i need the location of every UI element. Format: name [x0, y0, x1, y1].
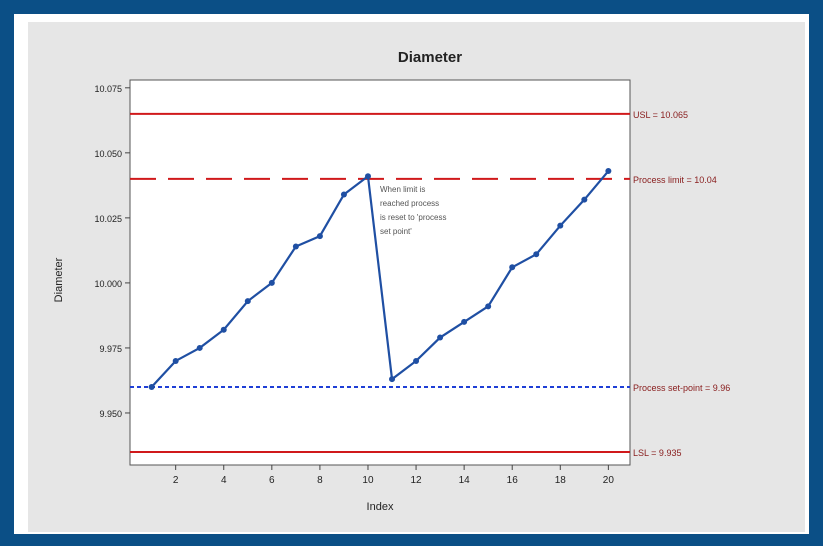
- annotation-text: is reset to 'process: [380, 213, 446, 222]
- data-point: [581, 196, 588, 203]
- data-point: [172, 357, 179, 364]
- data-point: [220, 326, 227, 333]
- data-point: [605, 168, 612, 175]
- x-tick-label: 8: [317, 475, 323, 486]
- data-point: [389, 376, 396, 383]
- data-point: [196, 344, 203, 351]
- y-tick-label: 9.950: [99, 409, 122, 419]
- data-point: [437, 334, 444, 341]
- x-tick-label: 18: [555, 475, 567, 486]
- annotation-text: set point': [380, 227, 412, 236]
- x-tick-label: 2: [173, 475, 179, 486]
- x-axis-label: Index: [367, 501, 394, 513]
- data-point: [292, 243, 299, 250]
- data-point: [148, 383, 155, 390]
- annotation-text: When limit is: [380, 185, 425, 194]
- data-point: [413, 357, 420, 364]
- data-point: [316, 233, 323, 240]
- y-axis-label: Diameter: [53, 257, 65, 302]
- data-point: [364, 173, 371, 180]
- y-tick-label: 9.975: [99, 344, 122, 354]
- chart-title: Diameter: [398, 49, 462, 66]
- y-tick-label: 10.000: [94, 279, 122, 289]
- y-tick-label: 10.050: [94, 149, 122, 159]
- x-tick-label: 4: [221, 475, 227, 486]
- x-tick-label: 20: [603, 475, 615, 486]
- x-tick-label: 14: [459, 475, 471, 486]
- data-point: [533, 251, 540, 258]
- data-point: [268, 279, 275, 286]
- y-tick-label: 10.075: [94, 84, 122, 94]
- reference-line-label: Process limit = 10.04: [633, 175, 717, 185]
- x-tick-label: 16: [507, 475, 519, 486]
- y-tick-label: 10.025: [94, 214, 122, 224]
- x-tick-label: 6: [269, 475, 275, 486]
- data-point: [461, 318, 468, 325]
- data-point: [557, 222, 564, 229]
- data-point: [340, 191, 347, 198]
- data-point: [509, 264, 516, 271]
- reference-line-label: LSL = 9.935: [633, 448, 681, 458]
- annotation-text: reached process: [380, 199, 439, 208]
- series-line: [150, 170, 610, 388]
- reference-line-label: USL = 10.065: [633, 110, 688, 120]
- reference-line-label: Process set-point = 9.96: [633, 383, 730, 393]
- x-tick-label: 10: [362, 475, 374, 486]
- data-point: [244, 298, 251, 305]
- data-point: [485, 303, 492, 310]
- plot-area: 9.950 9.975 10.000 10.025 10.050 10.075 2 4 6 8 10…: [94, 79, 730, 486]
- x-tick-label: 12: [410, 475, 422, 486]
